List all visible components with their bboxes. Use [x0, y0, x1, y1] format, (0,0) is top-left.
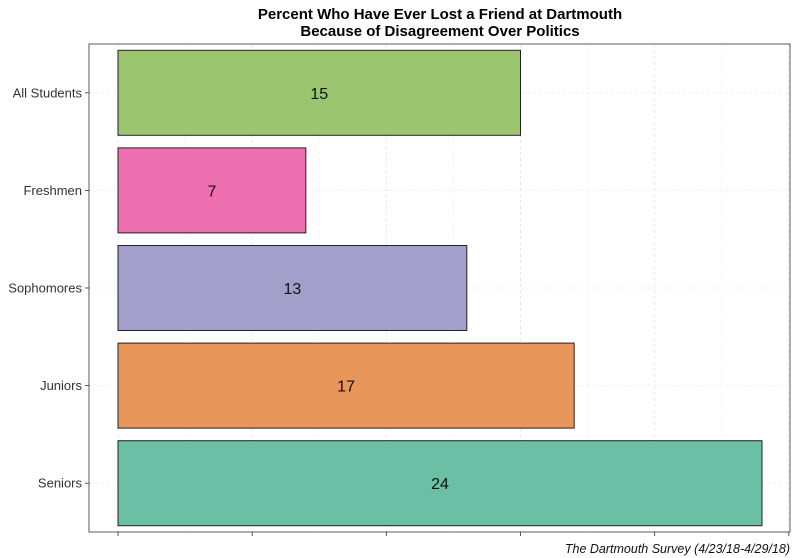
bar-all-students — [117, 49, 521, 136]
bar-value-label: 17 — [337, 379, 355, 396]
y-axis: All Students Freshmen Sophomores Juniors Sen… — [8, 85, 89, 491]
y-tick-label: Sophomores — [8, 281, 82, 296]
bar-value-label: 15 — [310, 86, 328, 103]
y-tick-label: All Students — [13, 85, 83, 100]
chart-caption: The Dartmouth Survey (4/23/18-4/29/18) — [565, 542, 790, 556]
y-tick-label: Freshmen — [23, 183, 82, 198]
x-axis — [117, 532, 790, 536]
bar-freshmen — [117, 147, 307, 234]
bar-value-label: 13 — [284, 281, 302, 298]
bar-sophomores — [117, 245, 468, 331]
bar-seniors — [117, 440, 763, 527]
chart-title-line2: Because of Disagreement Over Politics — [300, 23, 579, 40]
chart-title-line1: Percent Who Have Ever Lost a Friend at D… — [258, 6, 622, 23]
bar-value-label: 24 — [431, 476, 449, 493]
y-tick-label: Juniors — [40, 378, 82, 393]
bar-juniors — [117, 342, 575, 429]
bars: 15 7 13 17 24 — [117, 49, 763, 527]
y-tick-label: Seniors — [38, 476, 83, 491]
bar-value-label: 7 — [207, 183, 216, 200]
